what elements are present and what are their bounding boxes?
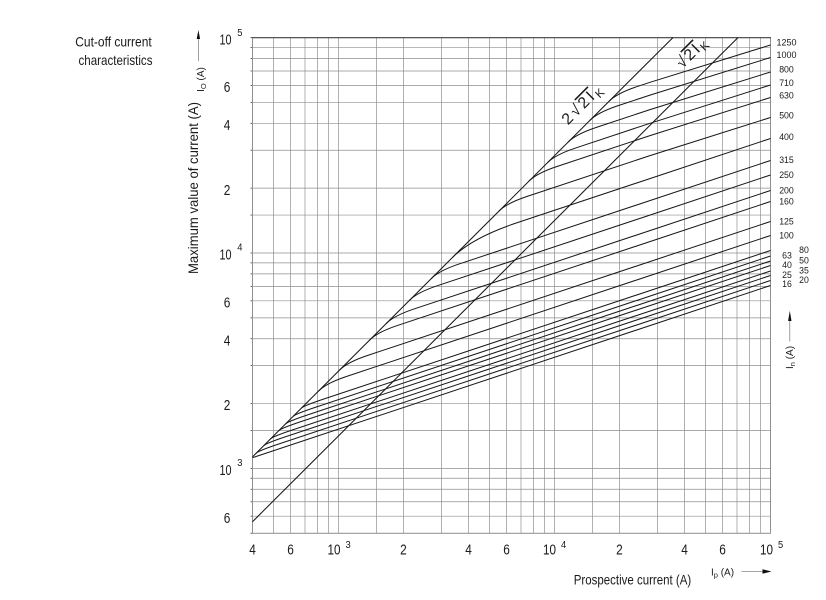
- svg-text:Maximum value of current (A): Maximum value of current (A): [186, 102, 201, 274]
- svg-text:10: 10: [760, 543, 773, 559]
- svg-text:80: 80: [799, 245, 809, 255]
- svg-text:200: 200: [779, 186, 794, 196]
- svg-text:125: 125: [779, 217, 794, 227]
- svg-text:35: 35: [799, 266, 809, 276]
- svg-text:630: 630: [779, 91, 794, 101]
- svg-text:Cut-off current: Cut-off current: [75, 34, 152, 50]
- svg-text:20: 20: [799, 275, 809, 285]
- svg-text:500: 500: [779, 111, 794, 121]
- svg-text:50: 50: [799, 256, 809, 266]
- svg-text:40: 40: [782, 260, 792, 270]
- svg-text:2: 2: [224, 183, 231, 199]
- svg-text:4: 4: [681, 543, 688, 559]
- svg-text:1000: 1000: [777, 50, 797, 60]
- svg-text:315: 315: [779, 155, 794, 165]
- svg-text:710: 710: [779, 78, 794, 88]
- svg-text:5: 5: [778, 540, 784, 551]
- svg-text:10: 10: [220, 32, 232, 48]
- svg-text:4: 4: [561, 540, 567, 551]
- svg-text:Ip (A): Ip (A): [711, 568, 734, 580]
- svg-text:400: 400: [779, 132, 794, 142]
- svg-text:2: 2: [400, 543, 407, 559]
- svg-text:10: 10: [220, 248, 232, 264]
- svg-text:4: 4: [224, 333, 231, 349]
- svg-text:100: 100: [779, 231, 794, 241]
- svg-text:3: 3: [237, 458, 243, 469]
- svg-text:IO (A): IO (A): [196, 67, 208, 92]
- svg-text:63: 63: [782, 251, 792, 261]
- svg-text:In (A): In (A): [785, 346, 797, 369]
- svg-text:6: 6: [224, 511, 231, 527]
- svg-text:10: 10: [220, 463, 232, 479]
- svg-text:160: 160: [779, 197, 794, 207]
- svg-text:6: 6: [503, 543, 510, 559]
- svg-text:16: 16: [782, 279, 792, 289]
- svg-text:800: 800: [779, 65, 794, 75]
- svg-text:25: 25: [782, 270, 792, 280]
- svg-text:3: 3: [346, 540, 352, 551]
- svg-text:6: 6: [287, 543, 294, 559]
- svg-text:2: 2: [616, 543, 623, 559]
- svg-text:10: 10: [328, 543, 341, 559]
- svg-text:6: 6: [719, 543, 726, 559]
- svg-text:2: 2: [224, 398, 231, 414]
- svg-text:6: 6: [224, 80, 231, 96]
- svg-text:250: 250: [779, 170, 794, 180]
- svg-text:4: 4: [224, 118, 231, 134]
- svg-text:6: 6: [224, 295, 231, 311]
- svg-text:5: 5: [237, 28, 243, 39]
- svg-text:1250: 1250: [777, 38, 797, 48]
- svg-text:4: 4: [249, 543, 256, 559]
- svg-text:10: 10: [543, 543, 556, 559]
- svg-text:Prospective current (A): Prospective current (A): [574, 571, 692, 587]
- svg-text:characteristics: characteristics: [79, 52, 153, 68]
- svg-text:4: 4: [237, 243, 243, 254]
- svg-text:4: 4: [465, 543, 472, 559]
